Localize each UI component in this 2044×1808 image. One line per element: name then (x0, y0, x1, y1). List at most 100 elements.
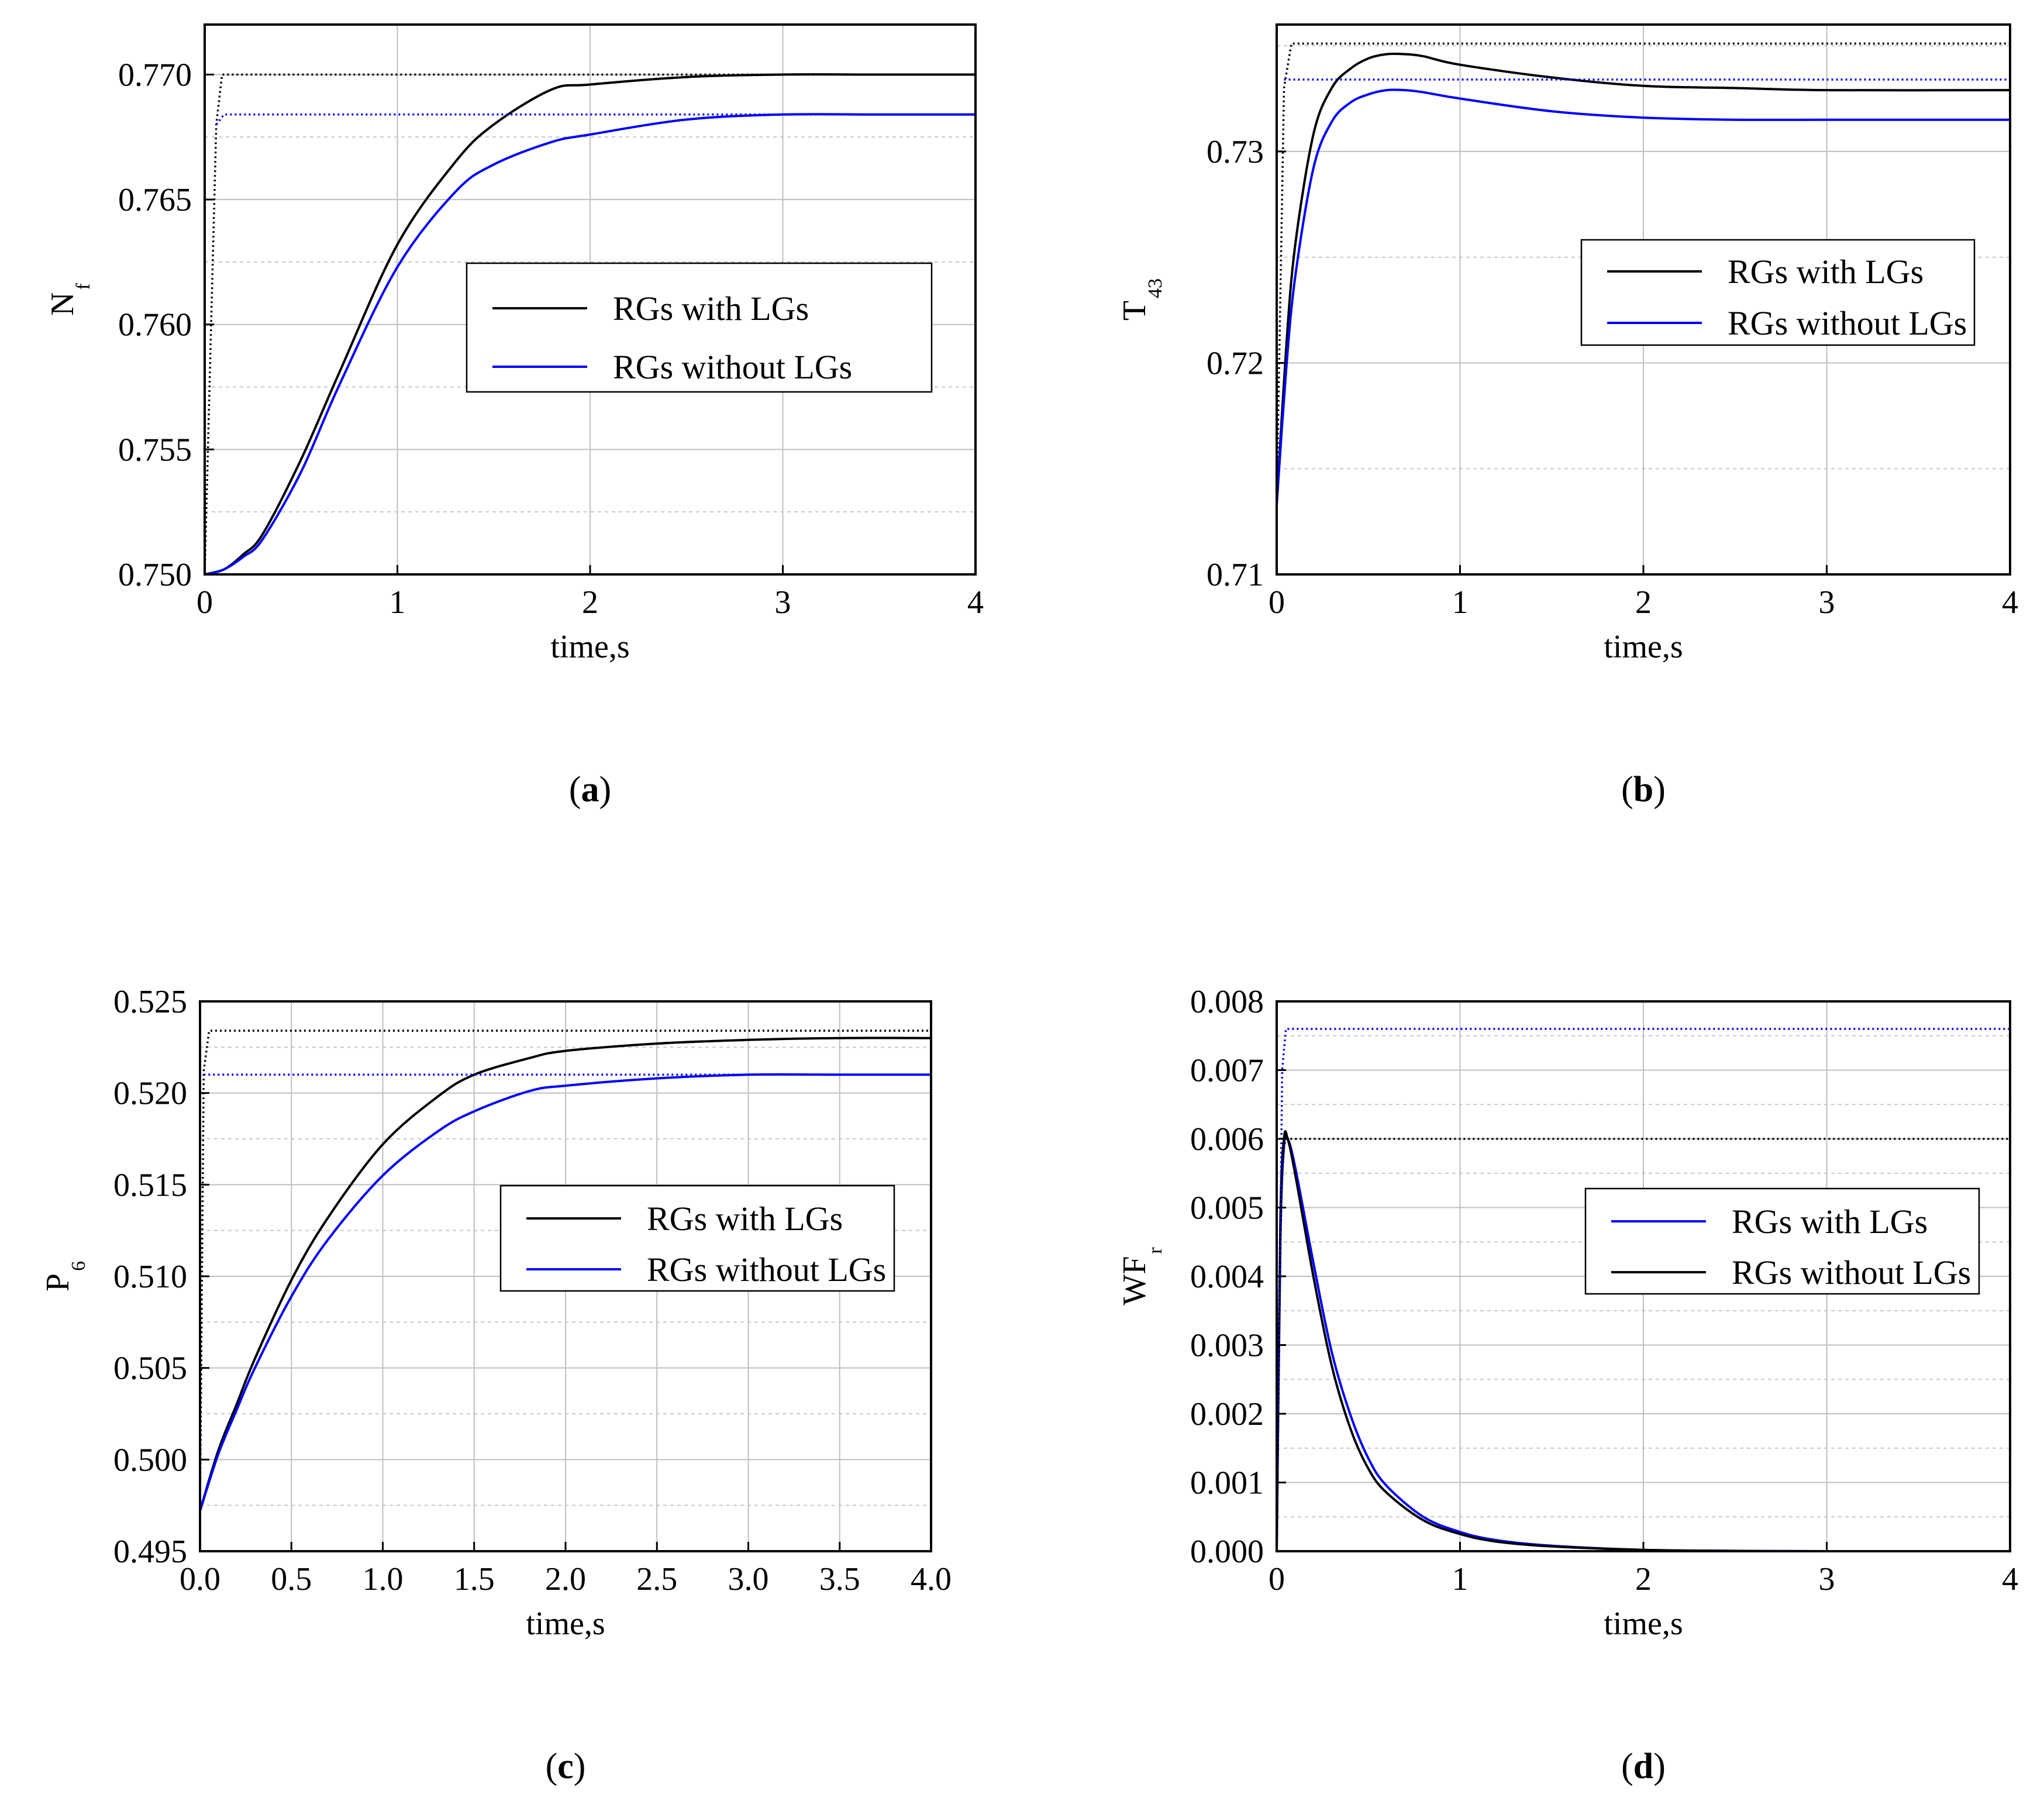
caption-part: d (1633, 1747, 1653, 1786)
y-tick-label: 0.72 (1207, 345, 1264, 381)
series-line-0 (204, 73, 976, 576)
caption-part: ( (569, 770, 581, 810)
panel-a: 0 1 2 3 4 0.750 0.755 0.760 0.765 0.770 time,s Nf RG… (44, 23, 984, 810)
caption-part: b (1633, 770, 1653, 810)
x-tick-label: 2.5 (636, 1561, 677, 1597)
legend-label: RGs without LGs (613, 348, 852, 386)
series-line-2 (1276, 1028, 2010, 1552)
legend-box (499, 1184, 895, 1292)
y-tick-label: 0.750 (118, 557, 192, 593)
panel-b: 0 1 2 3 4 0.71 0.72 0.73 time,s T 43 RGs with LGs RG… (1116, 23, 2018, 810)
y-tick-label: 0.001 (1190, 1465, 1264, 1501)
x-axis-title: time,s (526, 1606, 605, 1642)
x-tick-label: 0 (1269, 1561, 1285, 1597)
y-tick-label: 0.006 (1190, 1121, 1264, 1158)
y-tick-label: 0.005 (1190, 1190, 1264, 1227)
series-line-2 (204, 73, 976, 575)
legend-label: RGs without LGs (1728, 304, 1967, 342)
panel-c: 0.0 0.5 1.0 1.5 2.0 2.5 3.0 3.5 4.0 0.495 0.500 0.5… (40, 984, 952, 1786)
series-line-1 (1276, 88, 2010, 505)
caption-part: ) (1653, 1747, 1666, 1786)
y-axis-title-sub: 43 (1145, 278, 1166, 298)
legend-label: RGs with LGs (1728, 253, 1924, 291)
y-axis-title-main: P (40, 1273, 76, 1292)
series-line-0 (1276, 52, 2011, 505)
legend-label: RGs with LGs (1732, 1203, 1928, 1241)
x-tick-label: 1.0 (363, 1561, 404, 1597)
x-axis-title: time,s (1604, 1606, 1683, 1642)
y-axis-title: T 43 (1116, 278, 1166, 321)
legend-label: RGs with LGs (613, 290, 809, 328)
series-line-2 (199, 1029, 931, 1511)
y-axis-title-sub: r (1145, 1247, 1166, 1254)
x-tick-label: 4 (2002, 1561, 2018, 1597)
x-tick-label: 2 (1635, 1561, 1652, 1597)
x-tick-label: 0.5 (271, 1561, 312, 1597)
caption-part: ( (1621, 1747, 1633, 1786)
x-tick-label: 3.5 (819, 1561, 860, 1597)
y-tick-label: 0.004 (1190, 1259, 1264, 1295)
y-tick-label: 0.007 (1190, 1053, 1264, 1089)
panel-d: 0 1 2 3 4 0.000 0.001 0.002 0.003 0.004 0.005 0.006… (1116, 984, 2018, 1786)
legend-label: RGs without LGs (647, 1251, 886, 1289)
x-tick-label: 0.0 (180, 1561, 220, 1597)
y-tick-label: 0.495 (113, 1534, 187, 1570)
y-tick-label: 0.73 (1207, 134, 1264, 170)
y-axis-title-sub: f (73, 283, 94, 290)
x-tick-label: 4.0 (911, 1561, 952, 1597)
y-axis-title-main: T (1116, 301, 1153, 321)
legend-box (466, 262, 933, 393)
y-tick-label: 0.003 (1190, 1328, 1264, 1364)
caption-part: a (581, 770, 599, 810)
y-axis-title: WF r (1116, 1247, 1166, 1306)
legend-box (1584, 1187, 1980, 1295)
y-axis-title: Nf (44, 283, 94, 315)
legend-label: RGs with LGs (647, 1200, 843, 1238)
y-tick-label: 0.760 (118, 307, 192, 343)
panel-caption: (d) (1621, 1747, 1666, 1786)
x-tick-label: 3 (1819, 1561, 1835, 1597)
y-tick-label: 0.765 (118, 182, 192, 218)
series-line-1 (199, 1073, 931, 1511)
panel-caption: (c) (546, 1747, 586, 1786)
y-tick-label: 0.71 (1207, 557, 1264, 593)
caption-part: c (557, 1747, 574, 1786)
y-tick-label: 0.510 (113, 1259, 187, 1295)
y-axis-title-main: N (44, 292, 81, 315)
y-axis-title: P6 (40, 1261, 89, 1292)
y-tick-label: 0.770 (118, 57, 192, 93)
series-line-3 (1281, 1138, 2010, 1153)
series-line-1 (204, 113, 976, 576)
x-tick-label: 1 (1452, 584, 1469, 621)
y-tick-label: 0.505 (113, 1351, 187, 1387)
y-tick-label: 0.520 (113, 1076, 187, 1112)
x-axis-title: time,s (1604, 629, 1683, 665)
x-tick-label: 4 (2002, 584, 2018, 621)
x-tick-label: 3 (1819, 584, 1835, 621)
caption-part: ) (574, 1747, 586, 1786)
y-tick-label: 0.525 (113, 984, 187, 1020)
y-axis-title-sub: 6 (68, 1261, 89, 1271)
y-tick-label: 0.000 (1190, 1534, 1264, 1570)
x-tick-label: 2 (582, 584, 598, 621)
y-tick-label: 0.755 (118, 432, 192, 468)
x-tick-label: 1 (1452, 1561, 1469, 1597)
caption-part: ) (599, 770, 612, 810)
x-tick-label: 0 (1269, 584, 1285, 621)
y-tick-label: 0.008 (1190, 984, 1264, 1020)
x-tick-label: 0 (197, 584, 213, 621)
x-tick-label: 4 (967, 584, 984, 621)
caption-part: ( (546, 1747, 558, 1786)
y-tick-label: 0.002 (1190, 1396, 1264, 1432)
series-line-0 (199, 1036, 932, 1511)
x-tick-label: 3.0 (728, 1561, 769, 1597)
x-tick-label: 1.5 (454, 1561, 495, 1597)
series-line-3 (215, 113, 976, 125)
x-tick-label: 3 (775, 584, 791, 621)
panel-caption: (a) (569, 770, 611, 810)
x-tick-label: 2 (1635, 584, 1652, 621)
caption-part: ( (1621, 770, 1633, 810)
legend-label: RGs without LGs (1732, 1253, 1971, 1292)
panel-caption: (b) (1621, 770, 1666, 810)
